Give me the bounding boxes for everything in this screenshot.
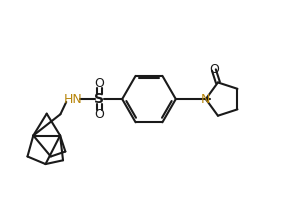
Text: HN: HN xyxy=(63,93,82,106)
Text: O: O xyxy=(94,108,104,121)
Text: O: O xyxy=(209,63,219,76)
Text: N: N xyxy=(201,93,210,106)
Text: S: S xyxy=(94,92,105,106)
Text: O: O xyxy=(94,78,104,90)
